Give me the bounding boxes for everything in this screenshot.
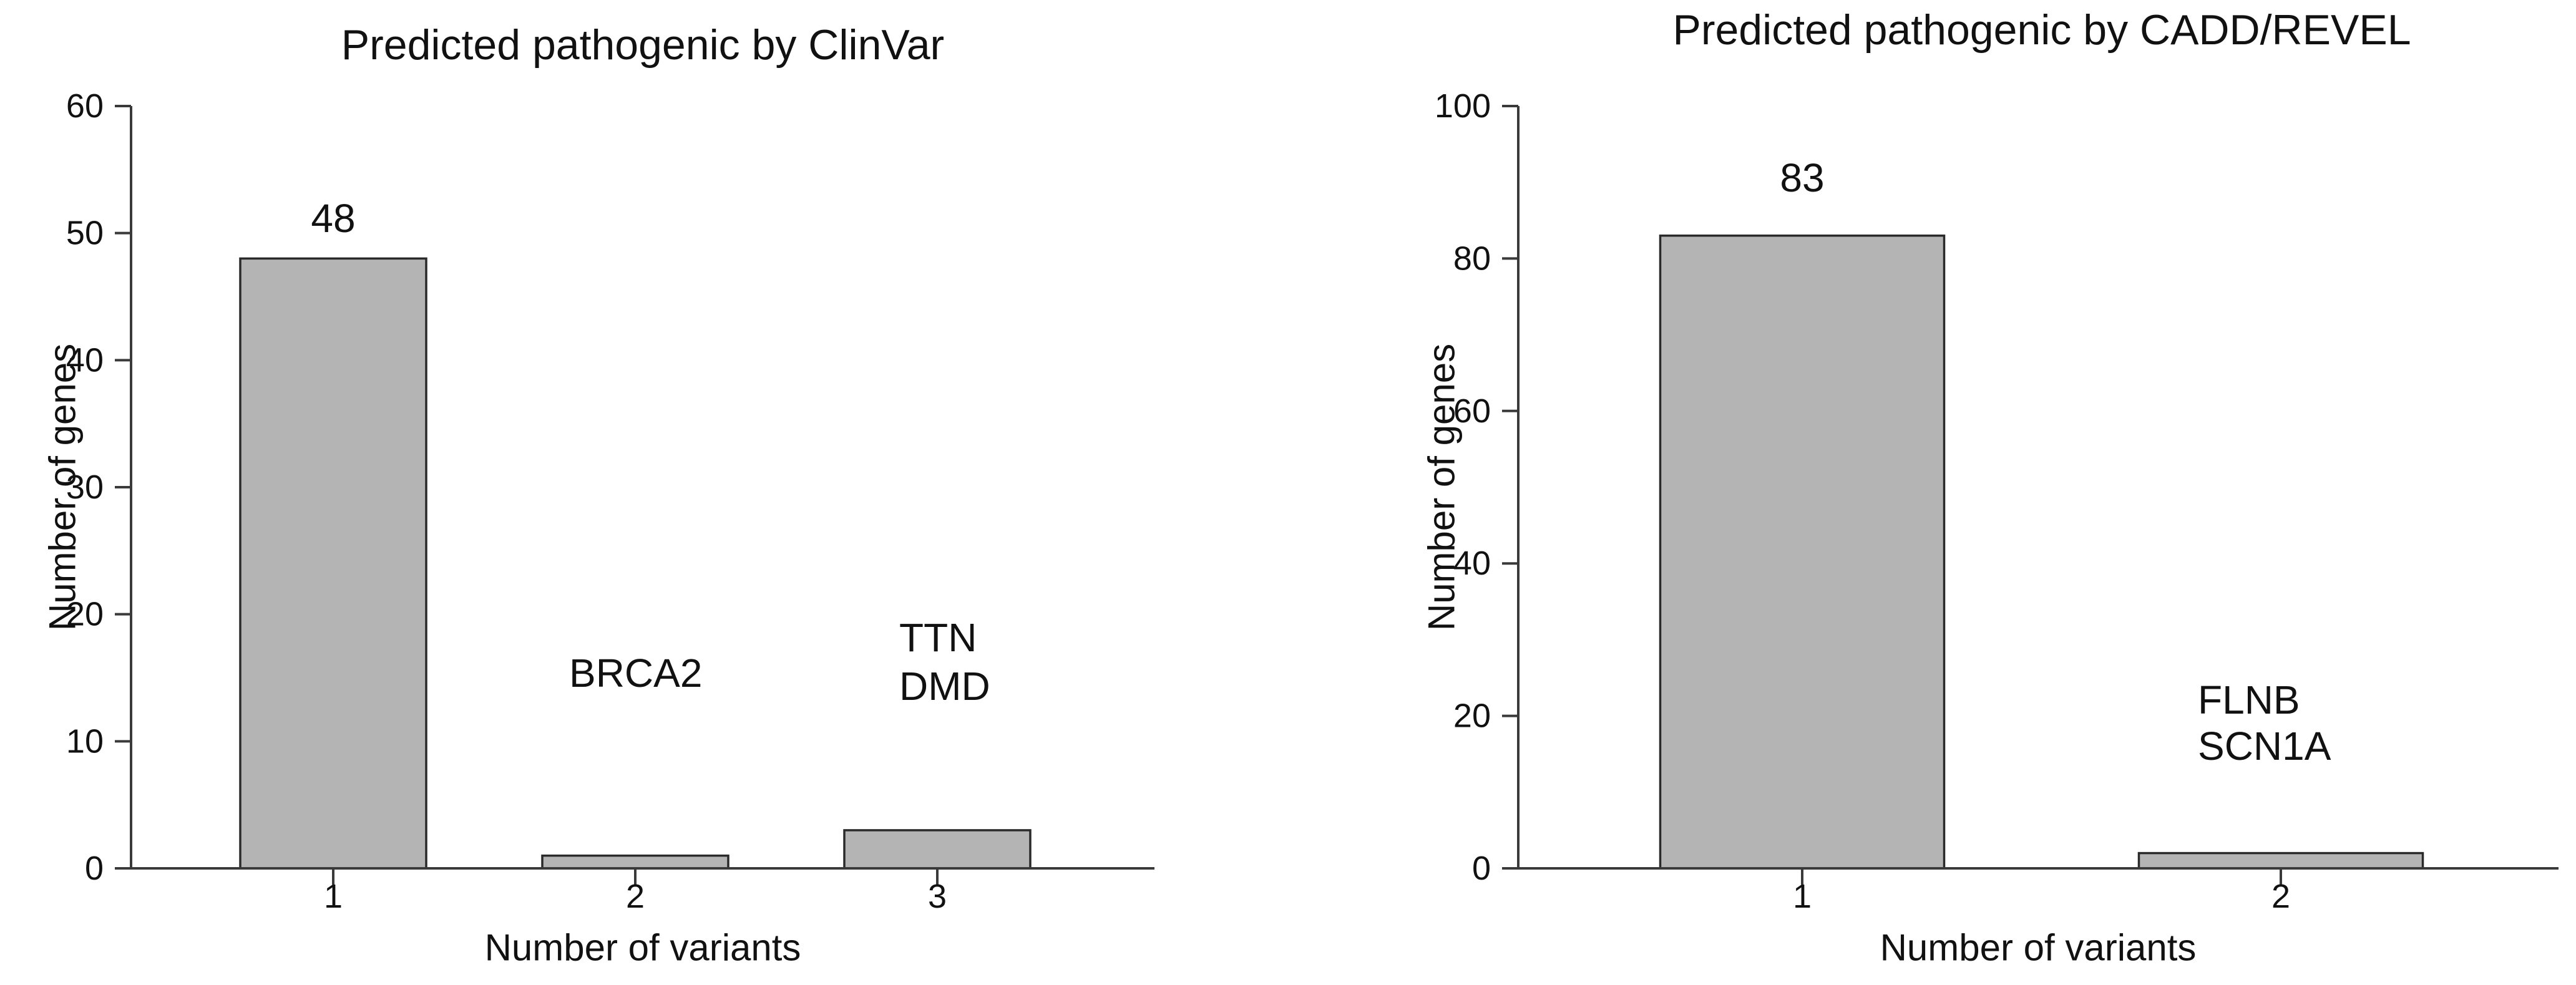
x-tick-label: 3 bbox=[928, 878, 947, 915]
bar-category-2 bbox=[2137, 852, 2424, 870]
bar-value-label: 48 bbox=[311, 196, 355, 241]
gene-label: BRCA2 bbox=[569, 651, 702, 696]
chart-title: Predicted pathogenic by ClinVar bbox=[341, 21, 944, 69]
gene-label: SCN1A bbox=[2198, 724, 2331, 769]
y-tick-label: 10 bbox=[66, 722, 104, 760]
y-axis-label: Number of genes bbox=[1421, 344, 1463, 631]
y-tick-label: 0 bbox=[85, 850, 104, 887]
y-tick-label: 40 bbox=[66, 341, 104, 379]
gene-label: FLNB bbox=[2198, 677, 2300, 722]
gene-label: DMD bbox=[899, 664, 990, 709]
x-axis-label: Number of variants bbox=[1880, 927, 2197, 969]
y-axis-label: Number of genes bbox=[42, 344, 84, 631]
x-tick-label: 1 bbox=[1793, 878, 1812, 915]
bar-value-label: 83 bbox=[1780, 155, 1824, 200]
gene-label: TTN bbox=[899, 615, 977, 660]
bar-category-1 bbox=[1659, 234, 1946, 870]
y-tick-label: 60 bbox=[66, 87, 104, 125]
y-tick-label: 50 bbox=[66, 215, 104, 252]
x-tick-label: 2 bbox=[2271, 878, 2290, 915]
y-tick-label: 20 bbox=[66, 596, 104, 633]
chart-title: Predicted pathogenic by CADD/REVEL bbox=[1672, 6, 2411, 54]
bar-category-3 bbox=[843, 829, 1032, 870]
y-tick-label: 100 bbox=[1435, 87, 1491, 125]
x-tick-label: 2 bbox=[626, 878, 645, 915]
y-tick-label: 30 bbox=[66, 468, 104, 506]
x-axis-label: Number of variants bbox=[485, 927, 801, 969]
bar-category-2 bbox=[541, 854, 729, 870]
y-tick-label: 60 bbox=[1453, 392, 1491, 430]
y-tick-label: 20 bbox=[1453, 697, 1491, 735]
x-tick-label: 1 bbox=[324, 878, 343, 915]
y-tick-label: 80 bbox=[1453, 240, 1491, 277]
y-tick-label: 0 bbox=[1472, 850, 1491, 887]
y-tick-label: 40 bbox=[1453, 545, 1491, 582]
bar-category-1 bbox=[239, 257, 427, 870]
